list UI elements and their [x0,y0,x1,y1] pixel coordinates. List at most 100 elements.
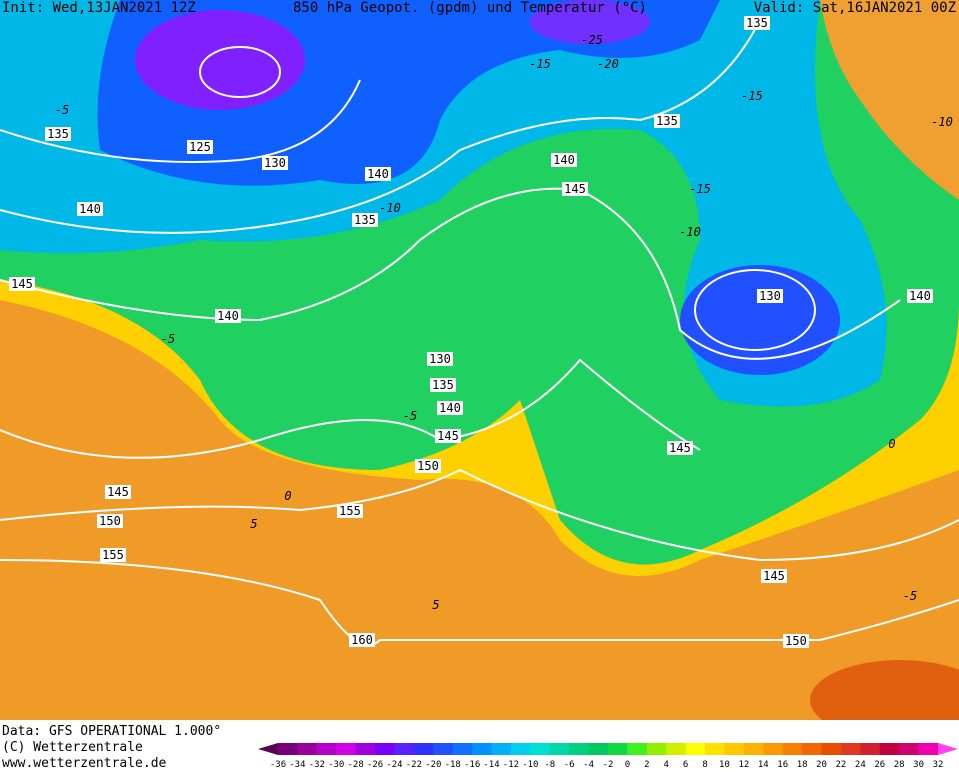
colorbar-swatch [627,743,648,755]
colorbar-label: -22 [406,760,422,770]
colorbar-label: -2 [603,760,614,770]
contour-label-box [667,441,693,455]
isotherm-label: 5 [432,598,439,612]
colorbar-label: 8 [702,760,707,770]
contour-label: 150 [785,634,807,648]
contour-label: 140 [217,309,239,323]
colorbar-label: 22 [836,760,847,770]
contour-label-box [427,352,453,366]
colorbar-swatch [588,743,609,755]
contour-label: 140 [553,153,575,167]
contour-label-box [415,459,441,473]
contour-line [0,468,959,562]
contour-line [0,358,701,459]
colorbar-swatch [879,743,900,755]
contour-label: 145 [437,429,459,443]
colorbar-swatch [549,743,570,755]
colorbar-swatch [452,743,473,755]
contour-label: 135 [656,114,678,128]
isotherm-label: -5 [403,409,417,423]
colorbar-label: -26 [367,760,383,770]
contour-line [0,79,361,163]
colorbar-label: -18 [445,760,461,770]
isotherm-label: -25 [581,33,603,47]
contour-label-box [654,114,680,128]
contour-label-box [100,548,126,562]
isotherm-label: -5 [55,103,69,117]
data-source: Data: GFS OPERATIONAL 1.000° [2,724,221,739]
colorbar-label: 24 [855,760,866,770]
contour-lines [0,19,959,646]
contour-label-box [105,485,131,499]
contour-label-box [77,202,103,216]
colorbar-swatch [685,743,706,755]
colorbar-label: -28 [348,760,364,770]
isotherm-label: -5 [903,589,917,603]
contour-line [694,269,816,351]
contour-label: 130 [759,289,781,303]
map-labels: 135 135 125 130 140 140 145 135 140 135 145 140 130 1… [9,16,953,648]
colorbar-label: -8 [544,760,555,770]
contour-label: 150 [417,459,439,473]
colorbar-swatch [569,743,590,755]
contour-label: 145 [11,277,33,291]
isotherm-label: -10 [931,115,953,129]
colorbar-swatch [433,743,454,755]
map-title: 850 hPa Geopot. (gpdm) und Temperatur (°… [293,0,647,16]
colorbar-label: 6 [683,760,688,770]
colorbar-swatch [724,743,745,755]
contour-line [199,46,281,98]
contour-label-box [45,127,71,141]
colorbar-label: -4 [583,760,594,770]
website: www.wetterzentrale.de [2,756,167,770]
contour-label: 140 [439,401,461,415]
colorbar-label: 4 [664,760,669,770]
colorbar-label: -20 [425,760,441,770]
isotherm-label: -20 [597,57,619,71]
colorbar-swatch [782,743,803,755]
colorbar-swatch [763,743,784,755]
colorbar-label: -14 [483,760,499,770]
contour-label-box [744,16,770,30]
colorbar-swatch [336,743,357,755]
isotherm-label: -15 [529,57,551,71]
colorbar-label: 14 [758,760,769,770]
colorbar-swatch [705,743,725,755]
isotherm-label: -15 [741,89,763,103]
map-background [0,0,959,740]
contour-label: 155 [102,548,124,562]
contour-label-box [430,378,456,392]
contour-label-box [97,514,123,528]
cold-core [680,265,840,375]
isotherm-label: 5 [250,517,257,531]
isotherm-label: -10 [679,225,701,239]
colorbar-swatch [802,743,823,755]
contour-label: 135 [47,127,69,141]
isotherm-label: 0 [284,489,291,503]
colorbar-label: -12 [503,760,519,770]
contour-label-box [907,289,933,303]
colorbar-swatch [666,743,687,755]
copyright: (C) Wetterzentrale [2,740,143,755]
contour-label: 135 [354,213,376,227]
contour-label-box [352,213,378,227]
colorbar-label: -16 [464,760,480,770]
colorbar-label: 18 [797,760,808,770]
colorbar-label: 20 [816,760,827,770]
contour-label: 145 [564,182,586,196]
colorbar-swatch [413,743,434,755]
isotherm-label: -5 [161,332,175,346]
colorbar-swatch [375,743,395,755]
contour-label: 135 [746,16,768,30]
colorbar-swatch [743,743,764,755]
contour-label: 160 [351,633,373,647]
contour-label-box [187,140,213,154]
colorbar-label: 12 [738,760,749,770]
contour-label-box [262,156,288,170]
colorbar-swatch [918,743,939,755]
colorbar-swatch [394,743,415,755]
contour-label: 140 [367,167,389,181]
colorbar-label: -34 [289,760,305,770]
colorbar-swatch [608,743,628,755]
colorbar-swatch [510,743,531,755]
